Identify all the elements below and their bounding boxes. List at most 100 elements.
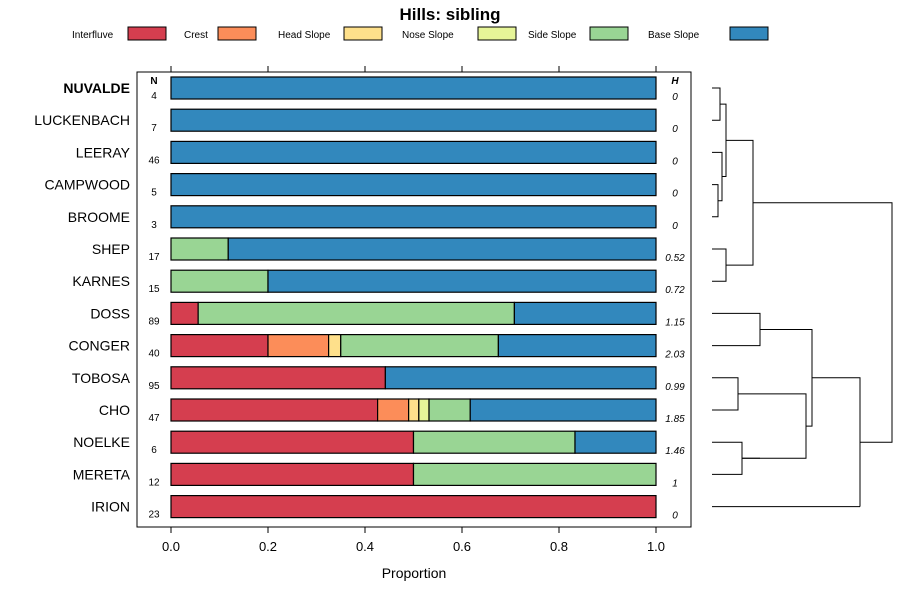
dendrogram-link: [720, 103, 727, 178]
h-value-12: 1: [672, 478, 678, 489]
bar-row-0: [170, 76, 657, 100]
bar-segment-8-1: [267, 334, 330, 358]
row-label-11: NOELKE: [73, 434, 130, 450]
bar-row-11: [170, 430, 657, 454]
bars: [170, 76, 657, 519]
legend-swatch-2: [343, 26, 383, 41]
bar-segment-8-5: [497, 334, 657, 358]
row-label-6: KARNES: [72, 273, 130, 289]
bar-segment-3-5: [170, 173, 657, 197]
h-value-6: 0.72: [665, 285, 685, 296]
bar-segment-10-2: [408, 398, 420, 422]
bar-segment-12-0: [170, 462, 415, 486]
n-value-5: 17: [148, 252, 160, 263]
legend-swatch-4: [589, 26, 629, 41]
legend-label-3: Nose Slope: [402, 30, 454, 41]
bar-row-13: [170, 495, 657, 519]
bar-segment-4-5: [170, 205, 657, 229]
panel-frame: [136, 71, 692, 528]
n-value-7: 89: [148, 316, 160, 327]
dendrogram-link: [753, 202, 893, 443]
dendrogram-link: [712, 377, 739, 411]
h-header: H: [671, 76, 679, 87]
bar-segment-5-4: [170, 237, 229, 261]
legend-swatch-3: [477, 26, 517, 41]
dendrogram-link: [760, 329, 813, 427]
n-value-2: 46: [148, 155, 160, 166]
bar-segment-8-0: [170, 334, 269, 358]
bar-segment-9-0: [170, 366, 386, 390]
n-header: N: [150, 76, 157, 87]
x-tick-label-2: 0.4: [356, 539, 374, 554]
dendrogram-link: [712, 184, 719, 218]
x-tick-label-5: 1.0: [647, 539, 665, 554]
bar-segment-7-4: [197, 301, 515, 325]
h-value-7: 1.15: [665, 317, 685, 328]
bar-segment-10-1: [377, 398, 410, 422]
n-value-8: 40: [148, 349, 160, 360]
bar-segment-5-5: [227, 237, 657, 261]
h-value-8: 2.03: [664, 350, 685, 361]
row-label-0: NUVALDE: [63, 80, 130, 96]
h-value-0: 0: [672, 92, 678, 103]
legend-label-2: Head Slope: [278, 30, 331, 41]
bar-segment-8-4: [340, 334, 499, 358]
bar-segment-0-5: [170, 76, 657, 100]
n-value-6: 15: [148, 284, 160, 295]
h-value-11: 1.46: [665, 446, 685, 457]
row-label-10: CHO: [99, 402, 130, 418]
bar-row-4: [170, 205, 657, 229]
n-value-3: 5: [151, 188, 157, 199]
dendrogram-link: [712, 441, 743, 475]
legend-label-1: Crest: [184, 30, 208, 41]
bar-segment-10-4: [428, 398, 471, 422]
n-value-0: 4: [151, 91, 157, 102]
bar-segment-6-4: [170, 269, 269, 293]
bar-segment-12-4: [412, 462, 657, 486]
bar-segment-10-3: [418, 398, 430, 422]
legend-swatch-5: [729, 26, 769, 41]
row-label-4: BROOME: [68, 209, 130, 225]
dendrogram-link: [712, 87, 721, 121]
h-value-1: 0: [672, 124, 678, 135]
dendrogram-link: [712, 151, 723, 202]
row-label-5: SHEP: [92, 241, 130, 257]
legend-swatch-1: [217, 26, 257, 41]
h-value-5: 0.52: [665, 253, 685, 264]
row-label-8: CONGER: [69, 338, 130, 354]
x-axis-title: Proportion: [382, 565, 447, 581]
bar-segment-10-5: [469, 398, 657, 422]
bar-segment-9-5: [384, 366, 657, 390]
chart-title: Hills: sibling: [399, 5, 500, 24]
n-value-10: 47: [148, 413, 160, 424]
bar-segment-11-4: [412, 430, 576, 454]
bar-segment-7-5: [513, 301, 657, 325]
h-value-9: 0.99: [665, 382, 685, 393]
legend-label-5: Base Slope: [648, 30, 700, 41]
legend-swatch-0: [127, 26, 167, 41]
bar-row-7: [170, 301, 657, 325]
dendrogram-link: [812, 377, 861, 507]
h-value-3: 0: [672, 189, 678, 200]
n-value-9: 95: [148, 381, 160, 392]
h-value-10: 1.85: [665, 414, 685, 425]
h-value-2: 0: [672, 156, 678, 167]
bar-row-5: [170, 237, 657, 261]
bar-row-8: [170, 334, 657, 358]
n-value-13: 23: [148, 510, 160, 521]
h-value-13: 0: [672, 511, 678, 522]
dendrogram-link: [712, 312, 761, 347]
h-value-4: 0: [672, 221, 678, 232]
bar-row-2: [170, 140, 657, 164]
x-axis: 0.0 0.2 0.4 0.6 0.8 1.0 Proportion: [162, 66, 665, 581]
bar-row-3: [170, 173, 657, 197]
legend-label-4: Side Slope: [528, 30, 577, 41]
n-value-4: 3: [151, 220, 157, 231]
bar-row-1: [170, 108, 657, 132]
bar-segment-11-5: [574, 430, 657, 454]
x-tick-label-1: 0.2: [259, 539, 277, 554]
row-label-1: LUCKENBACH: [34, 112, 130, 128]
bar-segment-13-0: [170, 495, 657, 519]
